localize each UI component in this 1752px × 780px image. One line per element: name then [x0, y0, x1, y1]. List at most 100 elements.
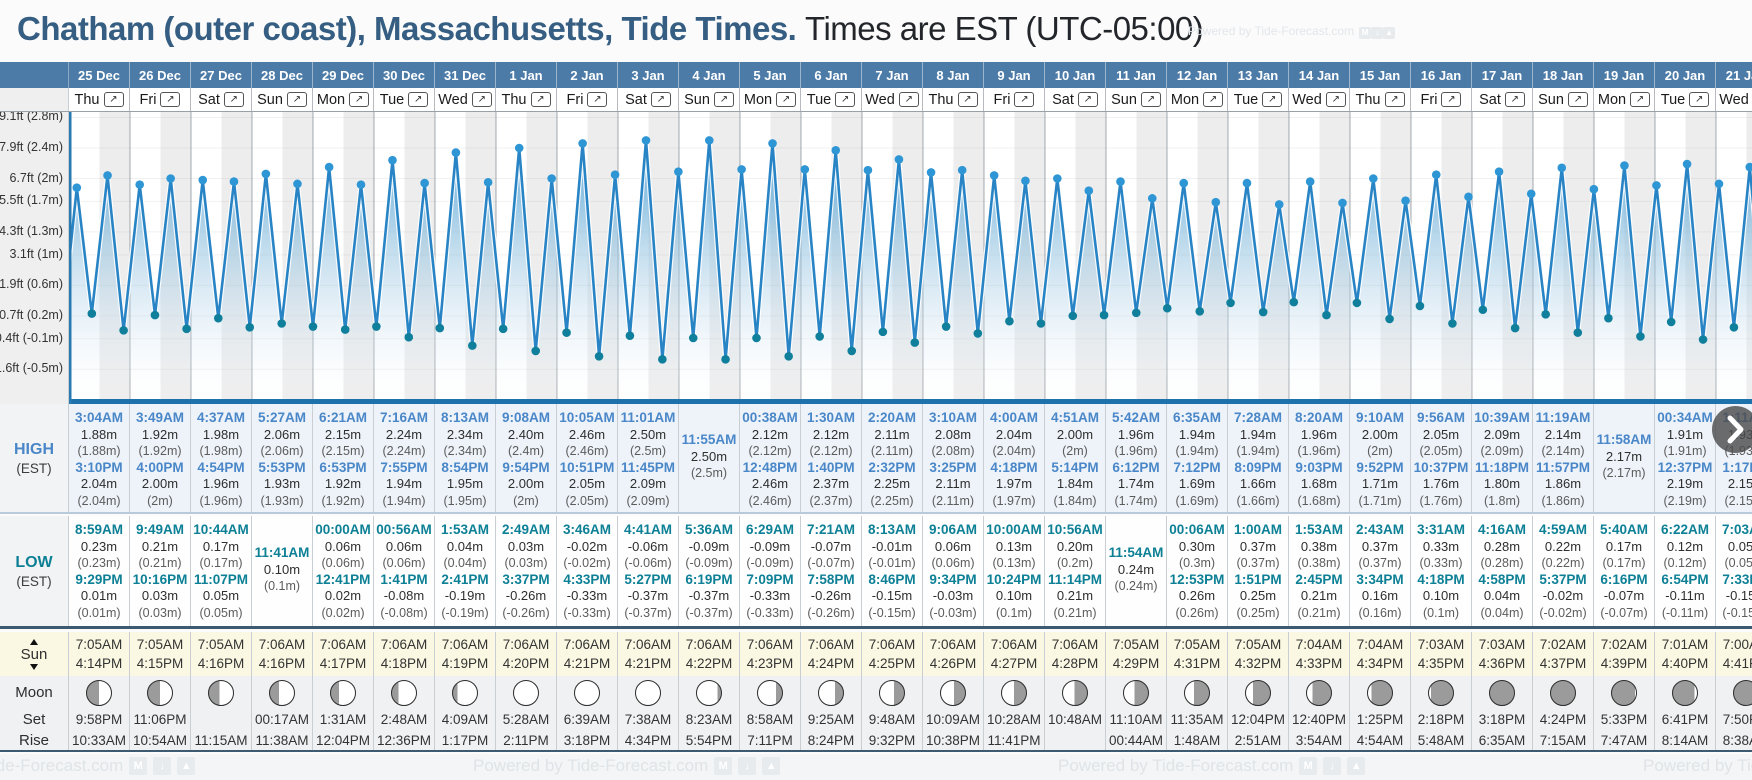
tide-entry: 10:56AM 0.20m (0.2m): [1045, 522, 1105, 572]
expand-day-button[interactable]: ↗: [408, 92, 429, 107]
tide-time: 10:56AM: [1047, 522, 1103, 537]
tide-time: 12:41PM: [315, 571, 371, 587]
expand-day-button[interactable]: ↗: [160, 92, 181, 107]
weekday-label: Mon: [743, 91, 773, 108]
high-tide-cell: 11:19AM 2.14m (2.14m) 11:57PM 1.86m (1.86m): [1533, 404, 1594, 512]
date-header-cell: 10 Jan: [1045, 62, 1106, 88]
sunset-time: 4:16PM: [258, 656, 306, 671]
expand-day-button[interactable]: ↗: [103, 92, 124, 107]
high-tide-cell: 7:16AM 2.24m (2.24m) 7:55PM 1.94m (1.94m): [374, 404, 435, 512]
expand-day-button[interactable]: ↗: [1504, 92, 1525, 107]
expand-day-button[interactable]: ↗: [776, 92, 797, 107]
tide-entry: 1:00AM 0.37m (0.37m): [1228, 522, 1288, 572]
expand-day-button[interactable]: ↗: [1384, 92, 1405, 107]
tide-height-paren: (0.37m): [1358, 556, 1402, 570]
weekday-label: Tue: [806, 91, 832, 108]
tide-height-paren: (-0.02m): [1539, 605, 1587, 620]
high-tide-cell: 10:39AM 2.09m (2.09m) 11:18PM 1.80m (1.8m): [1472, 404, 1533, 512]
expand-day-button[interactable]: ↗: [1014, 92, 1035, 107]
weekday-cell: Sun ↗: [1106, 88, 1167, 111]
tide-height-paren: (1.74m): [1114, 493, 1158, 508]
tide-height-m: 0.17m: [202, 538, 240, 554]
tide-entry: 5:40AM 0.17m (0.17m): [1594, 522, 1654, 572]
sunrise-time: 7:06AM: [563, 637, 611, 652]
expand-day-button[interactable]: ↗: [471, 92, 492, 107]
expand-day-button[interactable]: ↗: [1325, 92, 1346, 107]
expand-day-button[interactable]: ↗: [1567, 92, 1588, 107]
expand-day-button[interactable]: ↗: [713, 92, 734, 107]
sun-times-cell: 7:03AM 4:35PM: [1411, 632, 1472, 676]
tide-time: 5:27PM: [624, 571, 672, 587]
next-days-button[interactable]: [1712, 406, 1752, 453]
weekday-label: Sun: [1111, 91, 1137, 108]
low-tide-dot: [1729, 323, 1739, 332]
tide-entry: 9:49AM 0.21m (0.21m): [130, 522, 190, 572]
y-axis-tick-label: -0.4ft (-0.1m): [0, 330, 63, 345]
moonset-cell: 11:35AM: [1167, 709, 1228, 730]
tide-entry: 9:06AM 0.06m (0.06m): [923, 522, 983, 572]
tide-height-paren: (0.28m): [1480, 556, 1524, 570]
expand-day-button[interactable]: ↗: [223, 92, 244, 107]
expand-day-button[interactable]: ↗: [957, 92, 978, 107]
low-tide-dot: [941, 322, 951, 331]
low-tide-row-label: LOW (EST): [0, 516, 69, 626]
tide-height-m: 2.09m: [1483, 426, 1521, 442]
tide-height-paren: (1.71m): [1358, 493, 1402, 508]
tide-height-m: 2.06m: [263, 426, 301, 442]
tide-entry: 1:53AM 0.04m (0.04m): [435, 522, 495, 572]
expand-day-button[interactable]: ↗: [530, 92, 551, 107]
tide-chart-plot: [69, 112, 1752, 404]
expand-day-button[interactable]: ↗: [1262, 92, 1283, 107]
weekday-cell: Wed↗: [435, 88, 496, 111]
expand-day-button[interactable]: ↗: [286, 92, 307, 107]
tide-height-m: 2.04m: [80, 476, 118, 491]
tide-entry: 10:44AM 0.17m (0.17m): [191, 522, 251, 572]
expand-day-button[interactable]: ↗: [835, 92, 856, 107]
tide-height-paren: (0.1m): [263, 579, 301, 594]
tide-height-m: -0.26m: [505, 588, 547, 603]
expand-day-button[interactable]: ↗: [1077, 92, 1098, 107]
expand-day-button[interactable]: ↗: [1140, 92, 1161, 107]
tide-height-m: 2.37m: [812, 476, 850, 491]
expand-day-button[interactable]: ↗: [349, 92, 370, 107]
tide-height-m: 1.71m: [1361, 476, 1399, 491]
moon-phase-icon: [1367, 679, 1393, 706]
weekday-label: Thu: [928, 91, 954, 108]
sun-times-cell: 7:06AM 4:21PM: [618, 632, 679, 676]
tide-height-paren: (0.2m): [1056, 556, 1094, 570]
tide-height-m: 1.93m: [263, 476, 301, 491]
tide-height-paren: (2.04m): [77, 493, 121, 508]
tide-entry: 4:58PM 0.04m (0.04m): [1472, 572, 1532, 622]
tide-time: 9:34PM: [929, 571, 977, 587]
expand-day-button[interactable]: ↗: [1630, 92, 1651, 107]
expand-day-button[interactable]: ↗: [1441, 92, 1462, 107]
tide-height-m: 2.24m: [385, 426, 423, 442]
high-tide-dot: [166, 174, 175, 183]
tide-height-m: 2.00m: [1361, 426, 1399, 442]
low-tide-dot: [688, 333, 698, 343]
tide-time: 1:51PM: [1234, 571, 1282, 587]
tide-entry: 12:53PM 0.26m (0.26m): [1167, 572, 1227, 622]
expand-day-button[interactable]: ↗: [650, 92, 671, 107]
date-header-cell: 8 Jan: [923, 62, 984, 88]
watermark-logo-icon: ▲: [1383, 27, 1396, 39]
tide-height-m: 2.14m: [1544, 426, 1582, 442]
moon-phase-icon: [1733, 679, 1752, 706]
high-tide-dot: [1682, 159, 1692, 169]
tide-time: 1:53AM: [1294, 522, 1343, 537]
low-tide-dot: [1131, 308, 1141, 318]
tide-height-m: 1.98m: [202, 426, 240, 442]
tide-entry: 00:34AM 1.91m (1.91m): [1655, 410, 1715, 460]
tide-height-m: 2.17m: [1605, 448, 1643, 464]
tide-time: 6:16PM: [1600, 571, 1648, 587]
moon-phase-cell: [1228, 676, 1289, 709]
sunset-time: 4:35PM: [1417, 656, 1465, 671]
expand-day-button[interactable]: ↗: [1689, 92, 1710, 107]
expand-day-button[interactable]: ↗: [1203, 92, 1224, 107]
tide-height-m: 0.06m: [385, 538, 423, 554]
expand-day-button[interactable]: ↗: [587, 92, 608, 107]
weekday-cell: Thu ↗: [496, 88, 557, 111]
tide-entry: 3:49AM 1.92m (1.92m): [130, 410, 190, 460]
tide-height-paren: (0.24m): [1114, 579, 1158, 594]
expand-day-button[interactable]: ↗: [898, 92, 919, 107]
